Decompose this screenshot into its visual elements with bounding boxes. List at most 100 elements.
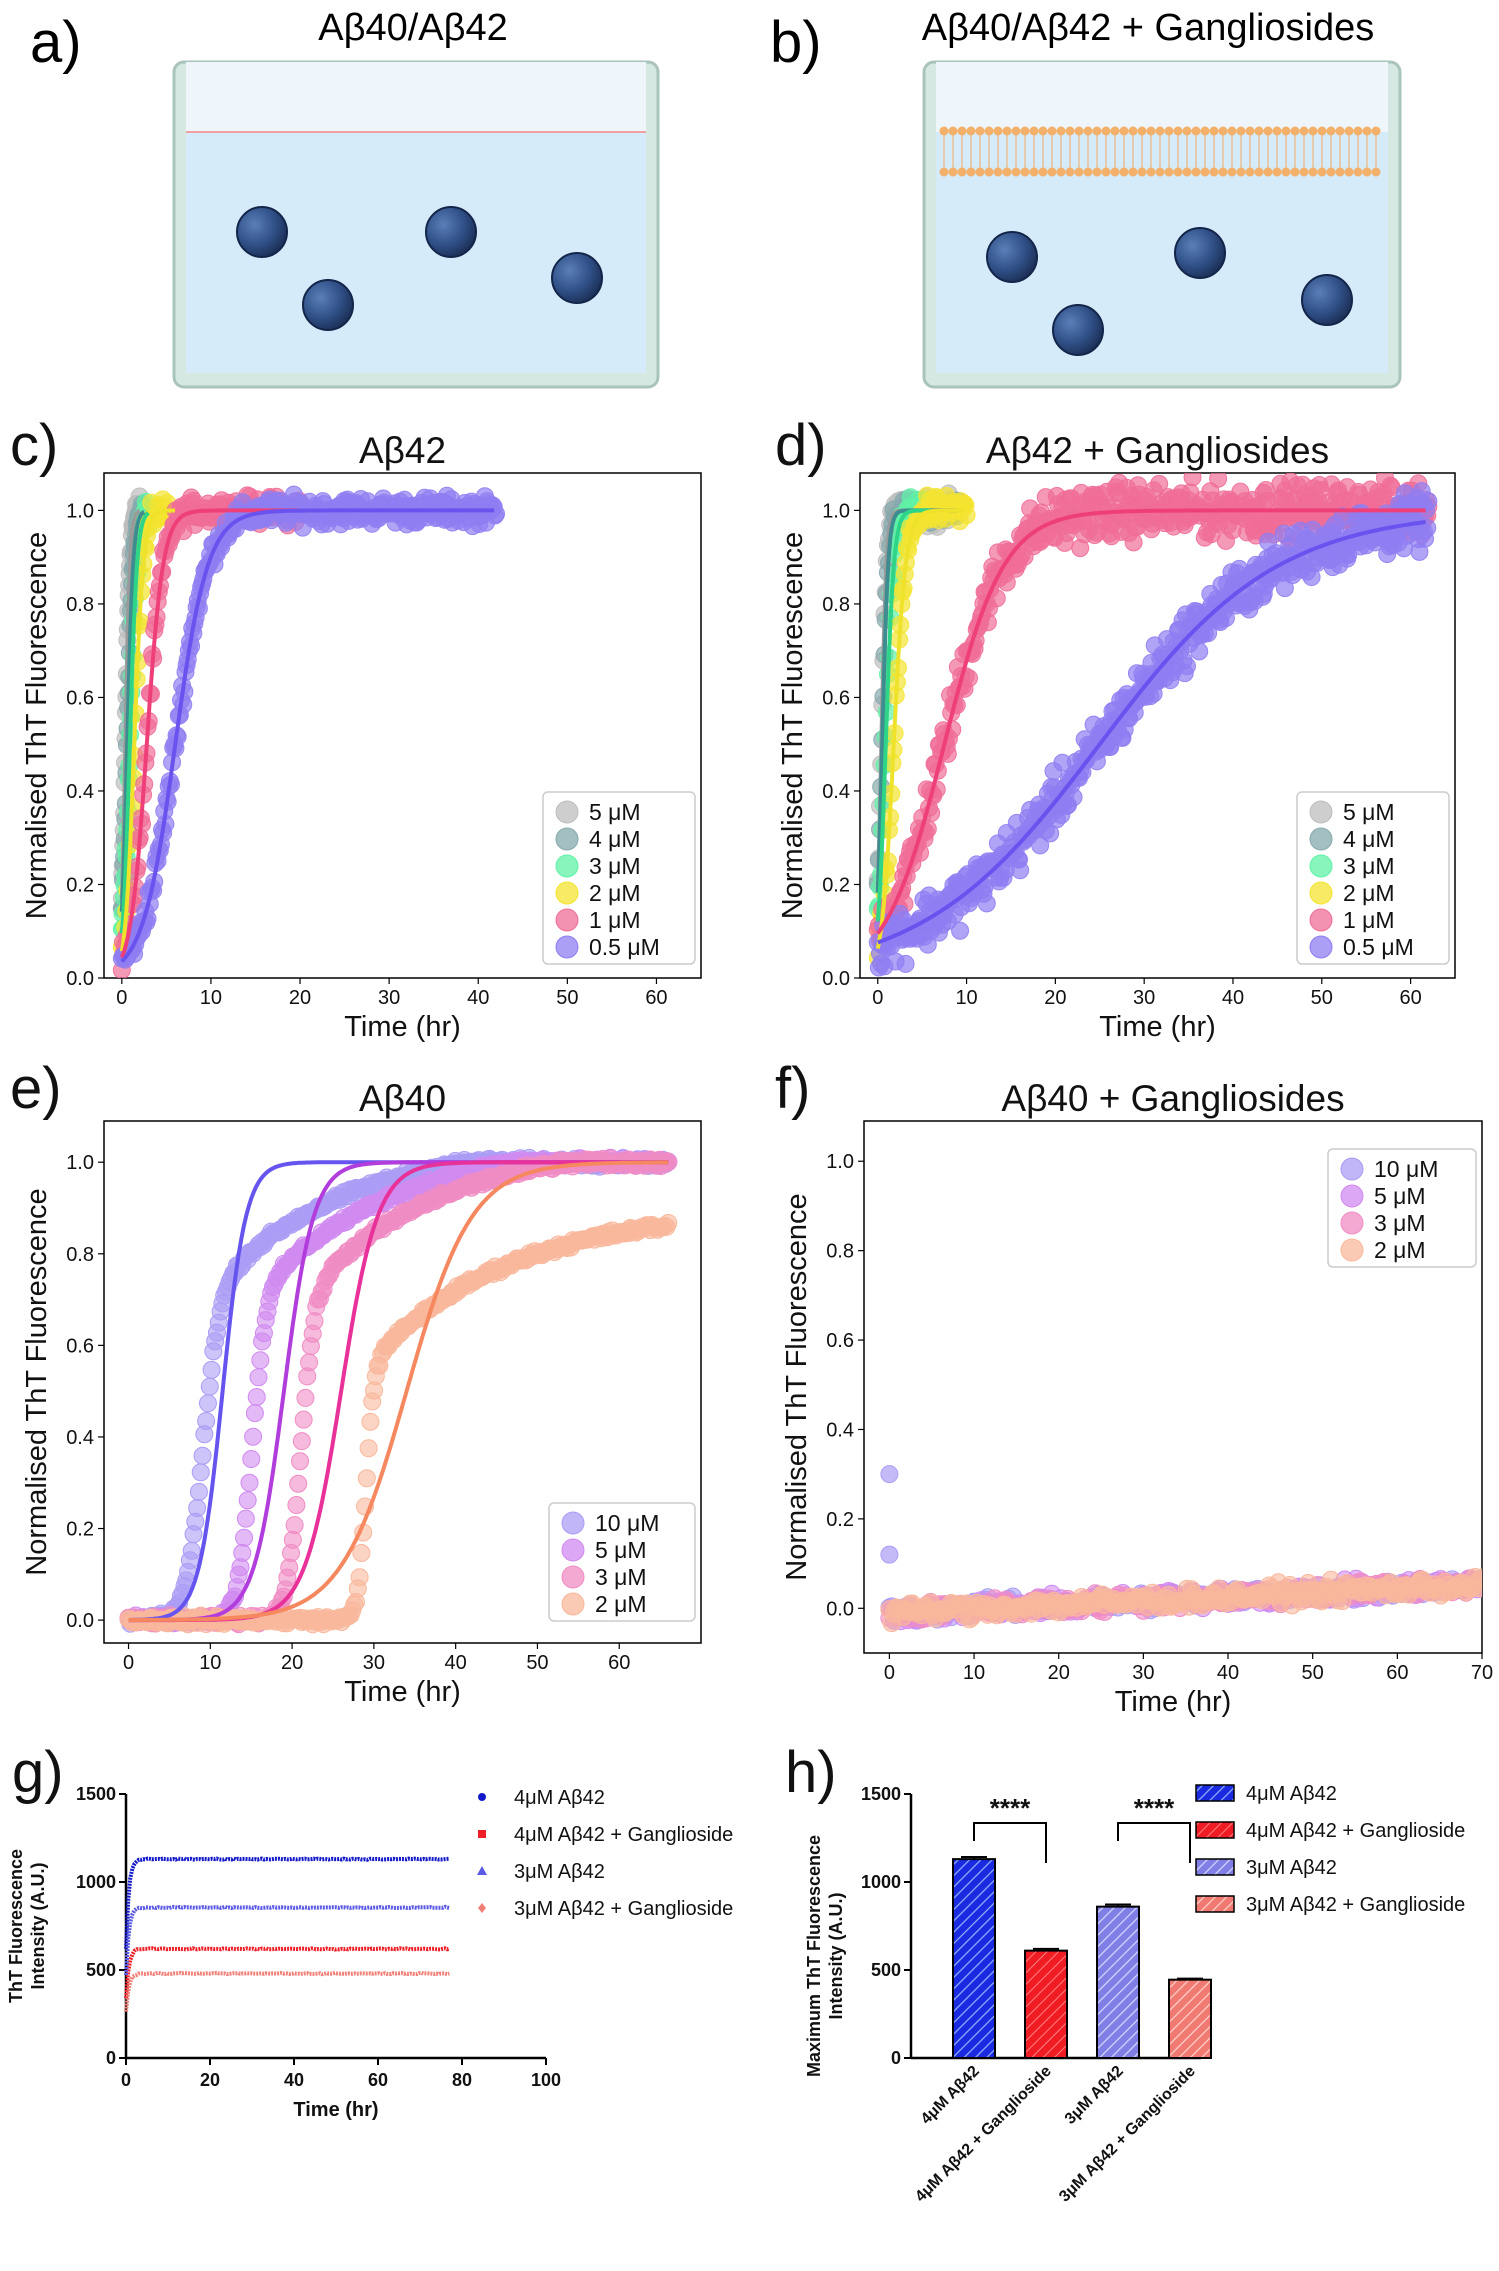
- legend-marker: [555, 881, 579, 905]
- x-tick-label: 70: [1471, 1662, 1493, 1684]
- bar: [1168, 1978, 1212, 2060]
- x-tick-label: 40: [1222, 987, 1244, 1009]
- panel-letter: g): [12, 1740, 64, 1805]
- x-category-label: 4μM Aβ42 + Ganglioside: [912, 2063, 1055, 2206]
- significance-bracket: [1117, 1822, 1191, 1863]
- x-tick-label: 0: [872, 987, 883, 1009]
- lipid-head-icon: [957, 126, 967, 136]
- legend-label: 5 μM: [1374, 1183, 1426, 1209]
- legend-box: [1327, 1148, 1477, 1268]
- lipid-head-icon: [939, 167, 949, 177]
- fit-line: [876, 508, 1426, 935]
- legend-swatch: [1195, 1858, 1235, 1876]
- data-point: [1011, 861, 1030, 880]
- fit-line: [119, 510, 146, 912]
- bar: [1096, 1905, 1140, 2060]
- data-point: [1275, 579, 1294, 598]
- chart-panel-d: d) 0 10 20 30 40 50 60 0.0 0.2 0.4 0.6 0.8 1.0 Time (h…: [775, 413, 1456, 1043]
- legend-marker: [561, 1538, 585, 1562]
- lipid-head-icon: [1200, 126, 1210, 136]
- lipid-head-icon: [1335, 167, 1345, 177]
- legend-marker: [1309, 908, 1333, 932]
- lipid-head-icon: [966, 167, 976, 177]
- lipid-head-icon: [1362, 126, 1372, 136]
- panel-a: a) Aβ40/Aβ42: [30, 7, 660, 389]
- y-tick-label: 0.6: [826, 1330, 854, 1352]
- x-tick-label: 60: [1386, 1662, 1408, 1684]
- y-axis-label: Intensity (A.U.): [826, 1892, 846, 2019]
- y-tick-label: 1000: [76, 1872, 116, 1892]
- lipid-head-icon: [1128, 126, 1138, 136]
- data-point: [1064, 788, 1083, 807]
- data-point: [245, 1404, 264, 1423]
- lipid-head-icon: [1272, 167, 1282, 177]
- lipid-head-icon: [1200, 167, 1210, 177]
- lipid-head-icon: [1353, 167, 1363, 177]
- lipid-head-icon: [1182, 126, 1192, 136]
- plot-frame: [103, 1120, 702, 1644]
- fit-line: [119, 508, 175, 952]
- lipid-head-icon: [1173, 167, 1183, 177]
- legend-swatch: [1195, 1821, 1235, 1839]
- lipid-head-icon: [957, 167, 967, 177]
- lipid-head-icon: [1308, 167, 1318, 177]
- bead-icon: [1301, 274, 1353, 326]
- legend-label: 2 μM: [589, 880, 641, 906]
- lipid-head-icon: [948, 167, 958, 177]
- x-category-label: 4μM Aβ42: [918, 2063, 983, 2128]
- x-tick-label: 0: [884, 1662, 895, 1684]
- x-tick-label: 10: [200, 987, 222, 1009]
- data-point: [361, 1412, 380, 1431]
- chart-panel-e: e) 0 10 20 30 40 50 60 0.0 0.2 0.4 0.6 0.8 1.0 Time (h…: [10, 1056, 702, 1708]
- bead-icon: [425, 206, 477, 258]
- legend-label: 5 μM: [595, 1537, 647, 1563]
- y-axis-label: Normalised ThT Fluorescence: [777, 532, 809, 919]
- lipid-head-icon: [948, 126, 958, 136]
- y-tick-label: 0.6: [66, 1335, 94, 1357]
- x-axis-label: Time (hr): [344, 1676, 461, 1708]
- data-point: [880, 1545, 899, 1564]
- lipid-head-icon: [1191, 167, 1201, 177]
- data-point: [197, 1411, 216, 1430]
- lipid-head-icon: [1173, 126, 1183, 136]
- lipid-head-icon: [1029, 167, 1039, 177]
- data-series-line: [124, 1856, 450, 1949]
- x-category-label: 3μM Aβ42 + Ganglioside: [1056, 2063, 1199, 2206]
- lipid-head-icon: [1146, 167, 1156, 177]
- legend-label: 2 μM: [1343, 880, 1395, 906]
- data-point: [247, 1388, 266, 1407]
- legend-marker: [1309, 854, 1333, 878]
- legend-marker: [555, 935, 579, 959]
- x-tick-label: 50: [1302, 1662, 1324, 1684]
- y-tick-label: 1.0: [66, 500, 94, 522]
- lipid-head-icon: [1047, 167, 1057, 177]
- legend-marker: [478, 1793, 486, 1801]
- data-point: [1209, 473, 1228, 488]
- lipid-head-icon: [1317, 167, 1327, 177]
- legend-marker: [555, 908, 579, 932]
- legend-marker: [561, 1565, 585, 1589]
- legend-label: 3 μM: [1343, 853, 1395, 879]
- data-point: [249, 1368, 268, 1387]
- lipid-head-icon: [1002, 167, 1012, 177]
- data-point: [1190, 642, 1209, 661]
- x-tick-label: 40: [445, 1652, 467, 1674]
- data-point: [189, 1482, 208, 1501]
- y-tick-label: 0.4: [822, 781, 850, 803]
- data-point: [359, 1439, 378, 1458]
- lipid-head-icon: [1317, 126, 1327, 136]
- legend-label: 3 μM: [595, 1564, 647, 1590]
- y-tick-label: 0.4: [66, 1427, 94, 1449]
- fit-line: [875, 508, 931, 922]
- data-point: [188, 1498, 207, 1517]
- legend-label: 5 μM: [589, 799, 641, 825]
- data-point: [487, 504, 506, 523]
- x-tick-label: 40: [1217, 1662, 1239, 1684]
- data-point: [300, 1353, 319, 1372]
- bead-icon: [302, 279, 354, 331]
- data-point: [291, 1452, 310, 1471]
- x-category-label: 3μM Aβ42: [1062, 2063, 1127, 2128]
- lipid-head-icon: [1371, 126, 1381, 136]
- legend-label: 0.5 μM: [1343, 934, 1414, 960]
